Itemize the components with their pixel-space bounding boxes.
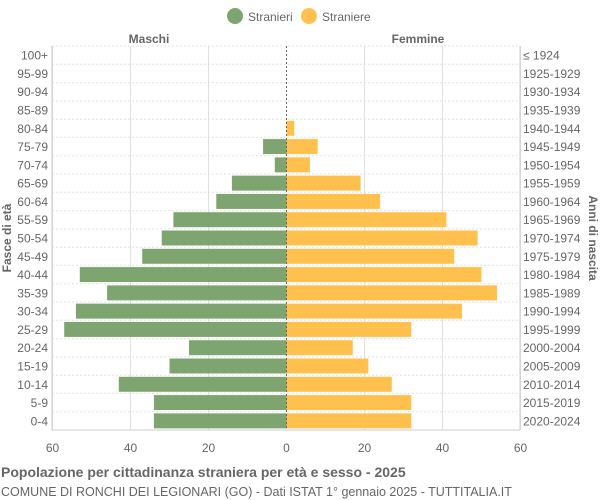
age-label: 55-59 bbox=[17, 213, 48, 227]
y-axis-label-left: Fasce di età bbox=[0, 203, 14, 272]
birth-year-label: 2005-2009 bbox=[523, 360, 581, 374]
bar-female bbox=[286, 230, 478, 246]
age-label: 60-64 bbox=[17, 195, 48, 209]
bar-male bbox=[161, 230, 287, 246]
birth-year-label: 1970-1974 bbox=[523, 232, 581, 246]
age-label: 100+ bbox=[21, 49, 48, 63]
bar-male bbox=[169, 358, 287, 374]
age-label: 80-84 bbox=[17, 122, 48, 136]
bar-male bbox=[173, 212, 287, 228]
birth-year-label: 1985-1989 bbox=[523, 286, 581, 300]
birth-year-label: 1940-1944 bbox=[523, 122, 581, 136]
birth-year-label: 1975-1979 bbox=[523, 250, 581, 264]
right-header: Femmine bbox=[392, 32, 445, 46]
x-tick-label: 60 bbox=[514, 441, 528, 455]
bar-male bbox=[153, 413, 287, 429]
age-label: 35-39 bbox=[17, 286, 48, 300]
bar-female bbox=[286, 285, 498, 301]
age-label: 45-49 bbox=[17, 250, 48, 264]
bar-female bbox=[286, 157, 310, 173]
age-label: 95-99 bbox=[17, 67, 48, 81]
x-tick-label: 20 bbox=[358, 441, 372, 455]
x-tick-label: 0 bbox=[283, 441, 290, 455]
age-label: 15-19 bbox=[17, 360, 48, 374]
bar-male bbox=[231, 175, 287, 191]
birth-year-label: 2015-2019 bbox=[523, 396, 581, 410]
birth-year-label: 2020-2024 bbox=[523, 414, 581, 428]
x-tick-label: 40 bbox=[436, 441, 450, 455]
birth-year-label: 1965-1969 bbox=[523, 213, 581, 227]
bar-male bbox=[189, 340, 287, 356]
birth-year-label: 1995-1999 bbox=[523, 323, 581, 337]
chart-title: Popolazione per cittadinanza straniera p… bbox=[1, 464, 406, 480]
bar-male bbox=[107, 285, 287, 301]
bar-female bbox=[286, 120, 295, 136]
age-label: 0-4 bbox=[31, 414, 49, 428]
age-label: 50-54 bbox=[17, 232, 48, 246]
birth-year-label: ≤ 1924 bbox=[523, 49, 560, 63]
x-tick-label: 20 bbox=[202, 441, 216, 455]
bar-male bbox=[142, 248, 287, 264]
bar-male bbox=[79, 267, 287, 283]
birth-year-label: 2000-2004 bbox=[523, 341, 581, 355]
birth-year-label: 1935-1939 bbox=[523, 104, 581, 118]
bar-female bbox=[286, 413, 412, 429]
birth-year-label: 2010-2014 bbox=[523, 378, 581, 392]
bar-male bbox=[75, 303, 287, 319]
birth-year-label: 1930-1934 bbox=[523, 85, 581, 99]
bar-female bbox=[286, 175, 361, 191]
legend-label-stranieri: Stranieri bbox=[248, 10, 293, 24]
birth-year-label: 1945-1949 bbox=[523, 140, 581, 154]
age-label: 30-34 bbox=[17, 305, 48, 319]
bar-female bbox=[286, 340, 353, 356]
bar-female bbox=[286, 248, 455, 264]
bar-female bbox=[286, 358, 369, 374]
birth-year-label: 1950-1954 bbox=[523, 158, 581, 172]
age-label: 70-74 bbox=[17, 158, 48, 172]
y-axis-label-right: Anni di nascita bbox=[586, 195, 600, 281]
age-label: 90-94 bbox=[17, 85, 48, 99]
bar-male bbox=[274, 157, 287, 173]
bar-female bbox=[286, 139, 318, 155]
bar-female bbox=[286, 376, 392, 392]
age-label: 5-9 bbox=[31, 396, 49, 410]
chart-subtitle: COMUNE DI RONCHI DEI LEGIONARI (GO) - Da… bbox=[1, 485, 512, 499]
bar-female bbox=[286, 395, 412, 411]
age-label: 40-44 bbox=[17, 268, 48, 282]
age-label: 85-89 bbox=[17, 104, 48, 118]
bar-female bbox=[286, 303, 462, 319]
age-label: 25-29 bbox=[17, 323, 48, 337]
birth-year-label: 1990-1994 bbox=[523, 305, 581, 319]
bar-male bbox=[118, 376, 287, 392]
birth-year-label: 1980-1984 bbox=[523, 268, 581, 282]
age-label: 65-69 bbox=[17, 177, 48, 191]
birth-year-label: 1925-1929 bbox=[523, 67, 581, 81]
bar-male bbox=[153, 395, 287, 411]
bar-male bbox=[263, 139, 287, 155]
age-label: 75-79 bbox=[17, 140, 48, 154]
age-label: 20-24 bbox=[17, 341, 48, 355]
bar-female bbox=[286, 193, 381, 209]
age-label: 10-14 bbox=[17, 378, 48, 392]
bar-male bbox=[216, 193, 287, 209]
left-header: Maschi bbox=[129, 32, 170, 46]
x-tick-label: 40 bbox=[124, 441, 138, 455]
bar-female bbox=[286, 321, 412, 337]
bar-male bbox=[64, 321, 287, 337]
x-tick-label: 60 bbox=[46, 441, 60, 455]
legend-label-straniere: Straniere bbox=[322, 10, 371, 24]
legend-swatch-stranieri bbox=[227, 8, 243, 24]
legend-swatch-straniere bbox=[301, 8, 317, 24]
birth-year-label: 1960-1964 bbox=[523, 195, 581, 209]
birth-year-label: 1955-1959 bbox=[523, 177, 581, 191]
bar-female bbox=[286, 267, 482, 283]
bar-female bbox=[286, 212, 447, 228]
pyramid-chart: 100+ ≤ 1924 95-99 1925-1929 90-94 1930-1934 85… bbox=[0, 8, 600, 455]
